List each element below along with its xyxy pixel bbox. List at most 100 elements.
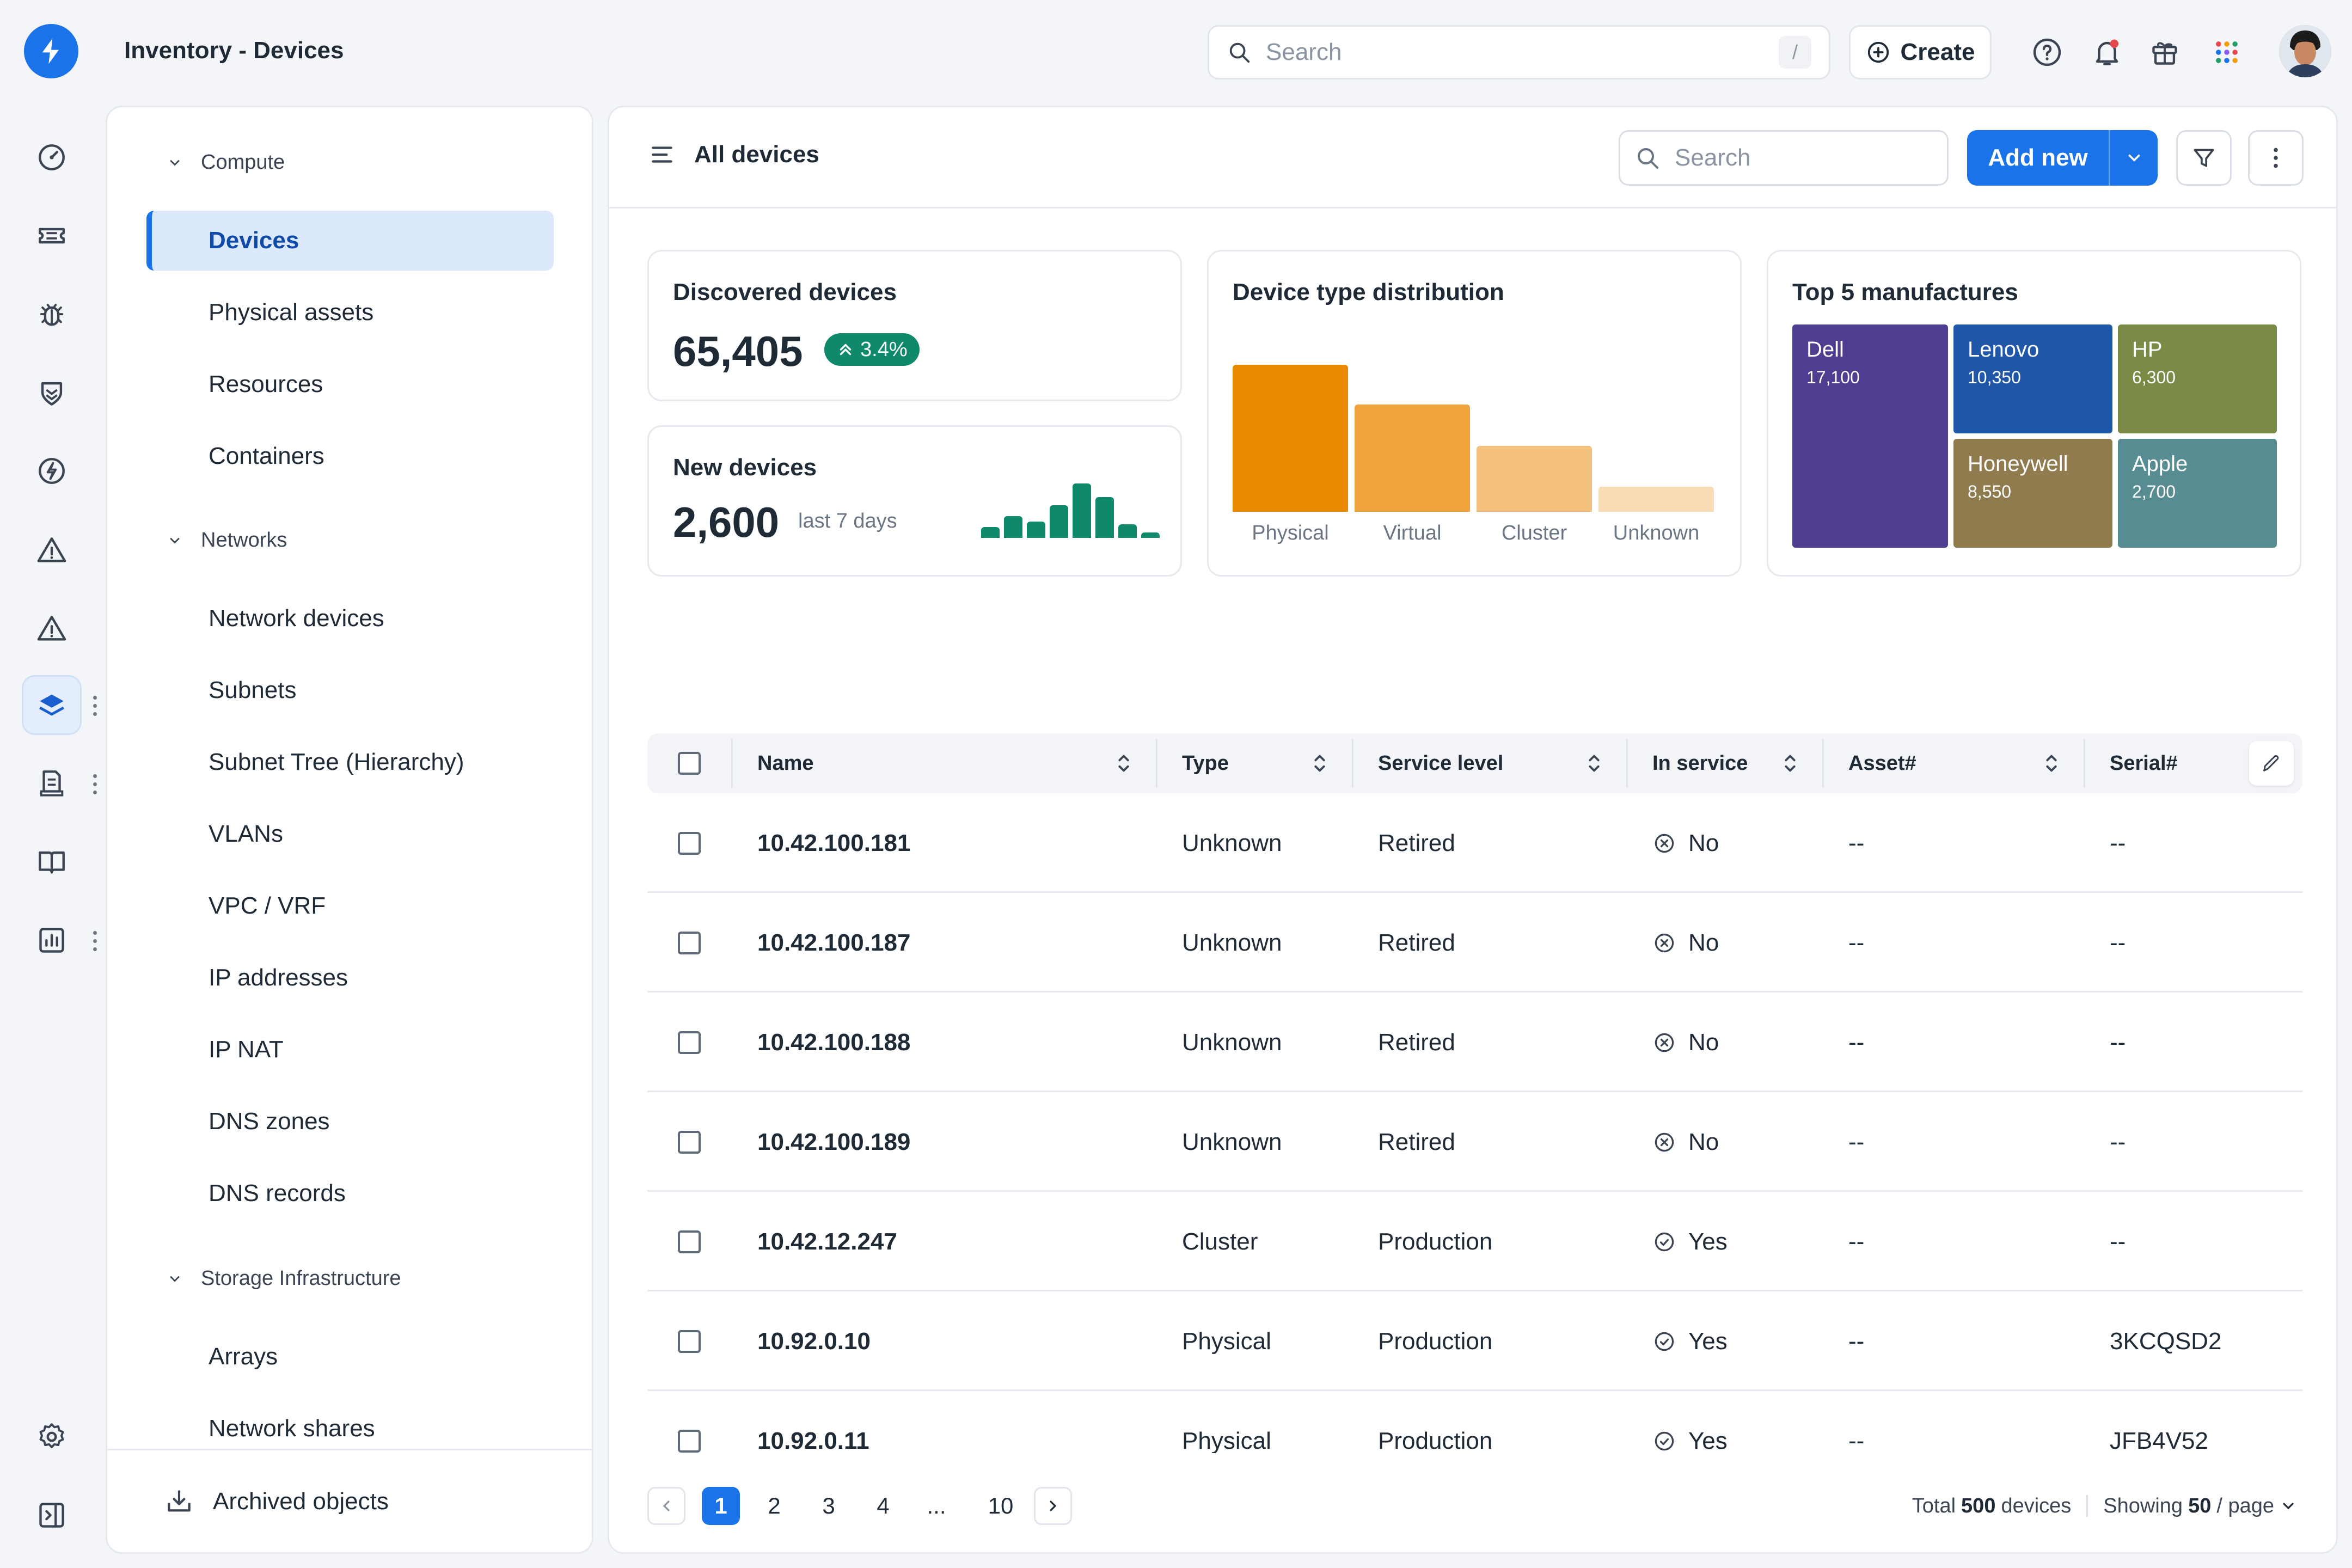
- nav-item-vpc-vrf[interactable]: VPC / VRF: [209, 892, 326, 919]
- column-header-asset[interactable]: Asset#: [1848, 751, 1916, 775]
- bar-cluster[interactable]: [1477, 445, 1592, 512]
- add-new-dropdown-toggle[interactable]: [2109, 130, 2158, 186]
- treemap-tile-dell[interactable]: Dell 17,100: [1792, 324, 1948, 548]
- more-actions-button[interactable]: [2248, 130, 2304, 186]
- page-size-selector[interactable]: Showing 50 / page: [2103, 1494, 2297, 1518]
- page-4-button[interactable]: 4: [877, 1493, 890, 1518]
- inventory-layers-icon[interactable]: [22, 675, 82, 735]
- page-10-button[interactable]: 10: [988, 1493, 1014, 1518]
- column-header-type[interactable]: Type: [1182, 751, 1229, 775]
- apps-grid-icon[interactable]: [2207, 33, 2246, 72]
- table-search-input[interactable]: Search: [1619, 130, 1949, 186]
- changes-icon[interactable]: [22, 441, 82, 501]
- device-name-link[interactable]: 10.92.0.10: [757, 1327, 871, 1355]
- archived-objects-link[interactable]: Archived objects: [107, 1449, 592, 1552]
- sort-icon[interactable]: [1582, 750, 1607, 777]
- knowledge-book-icon[interactable]: [22, 832, 82, 892]
- nav-item-network-shares[interactable]: Network shares: [209, 1415, 375, 1442]
- nav-item-vlans[interactable]: VLANs: [209, 820, 283, 847]
- page-title: Inventory - Devices: [124, 37, 344, 64]
- nav-item-arrays[interactable]: Arrays: [209, 1343, 278, 1370]
- treemap-tile-lenovo[interactable]: Lenovo 10,350: [1953, 324, 2112, 433]
- reports-doc-icon[interactable]: [22, 754, 82, 813]
- row-checkbox[interactable]: [678, 1291, 701, 1391]
- page-1-button[interactable]: 1: [702, 1487, 740, 1525]
- more-options-icon[interactable]: [88, 768, 101, 800]
- table-row[interactable]: 10.42.100.189 Unknown Retired No -- --: [647, 1092, 2302, 1192]
- column-header-serial[interactable]: Serial#: [2110, 751, 2178, 775]
- nav-item-dns-records[interactable]: DNS records: [209, 1180, 346, 1206]
- nav-group-networks[interactable]: Networks: [167, 529, 287, 552]
- sort-icon[interactable]: [1307, 750, 1332, 777]
- nav-item-subnets[interactable]: Subnets: [209, 677, 297, 703]
- treemap-tile-hp[interactable]: HP 6,300: [2118, 324, 2277, 433]
- nav-item-resources[interactable]: Resources: [209, 371, 323, 397]
- nav-item-network-devices[interactable]: Network devices: [209, 605, 384, 632]
- device-name-link[interactable]: 10.42.100.181: [757, 829, 911, 856]
- filter-button[interactable]: [2176, 130, 2232, 186]
- warning-icon[interactable]: [22, 599, 82, 659]
- nav-group-storage[interactable]: Storage Infrastructure: [167, 1267, 401, 1290]
- dashboard-icon[interactable]: [22, 127, 82, 187]
- column-header-in-service[interactable]: In service: [1652, 751, 1748, 775]
- nav-item-physical-assets[interactable]: Physical assets: [209, 299, 374, 326]
- row-checkbox[interactable]: [678, 993, 701, 1092]
- row-checkbox[interactable]: [678, 893, 701, 993]
- edit-columns-button[interactable]: [2249, 741, 2294, 786]
- row-checkbox[interactable]: [678, 1391, 701, 1491]
- treemap-tile-honeywell[interactable]: Honeywell 8,550: [1953, 439, 2112, 548]
- device-name-link[interactable]: 10.42.100.188: [757, 1028, 911, 1056]
- table-row[interactable]: 10.92.0.10 Physical Production Yes -- 3KCQSD2: [647, 1291, 2302, 1391]
- nav-item-ip-addresses[interactable]: IP addresses: [209, 964, 348, 991]
- bar-physical[interactable]: [1233, 365, 1348, 512]
- next-page-button[interactable]: [1034, 1487, 1072, 1525]
- column-header-name[interactable]: Name: [757, 751, 814, 775]
- select-all-checkbox[interactable]: [678, 733, 701, 793]
- analytics-chart-icon[interactable]: [22, 910, 82, 970]
- row-checkbox[interactable]: [678, 793, 701, 893]
- device-name-link[interactable]: 10.42.12.247: [757, 1228, 897, 1255]
- sort-icon[interactable]: [1111, 750, 1136, 777]
- alert-icon[interactable]: [22, 520, 82, 580]
- prev-page-button[interactable]: [647, 1487, 685, 1525]
- nav-item-ip-nat[interactable]: IP NAT: [209, 1036, 284, 1063]
- page-3-button[interactable]: 3: [822, 1493, 835, 1518]
- bar-unknown[interactable]: [1598, 487, 1714, 512]
- table-row[interactable]: 10.42.100.188 Unknown Retired No -- --: [647, 993, 2302, 1092]
- nav-item-subnet-tree[interactable]: Subnet Tree (Hierarchy): [209, 749, 464, 775]
- sort-icon[interactable]: [1778, 750, 1803, 777]
- add-new-button[interactable]: Add new: [1967, 130, 2158, 186]
- ticket-icon[interactable]: [22, 206, 82, 266]
- nav-item-devices[interactable]: Devices: [146, 211, 554, 271]
- bug-icon[interactable]: [22, 284, 82, 344]
- row-checkbox[interactable]: [678, 1092, 701, 1192]
- nav-group-compute[interactable]: Compute: [167, 151, 285, 174]
- table-row[interactable]: 10.42.12.247 Cluster Production Yes -- --: [647, 1192, 2302, 1291]
- gift-icon[interactable]: [2145, 33, 2184, 72]
- create-button[interactable]: Create: [1849, 25, 1992, 79]
- app-logo[interactable]: [24, 24, 78, 78]
- shield-icon[interactable]: [22, 363, 82, 422]
- bar-virtual[interactable]: [1355, 404, 1470, 512]
- nav-item-containers[interactable]: Containers: [209, 443, 324, 469]
- table-row[interactable]: 10.42.100.181 Unknown Retired No -- --: [647, 793, 2302, 893]
- more-options-icon[interactable]: [88, 924, 101, 957]
- settings-gear-icon[interactable]: [22, 1407, 82, 1467]
- global-search-input[interactable]: Search /: [1208, 25, 1830, 79]
- nav-item-dns-zones[interactable]: DNS zones: [209, 1108, 330, 1135]
- sort-icon[interactable]: [2039, 750, 2064, 777]
- page-2-button[interactable]: 2: [768, 1493, 781, 1518]
- column-header-service-level[interactable]: Service level: [1378, 751, 1504, 775]
- device-name-link[interactable]: 10.42.100.187: [757, 929, 911, 956]
- collapse-sidebar-icon[interactable]: [22, 1485, 82, 1545]
- device-name-link[interactable]: 10.92.0.11: [757, 1427, 869, 1454]
- device-name-link[interactable]: 10.42.100.189: [757, 1128, 911, 1155]
- more-options-icon[interactable]: [88, 689, 101, 722]
- help-icon[interactable]: [2028, 33, 2067, 72]
- notification-bell-icon[interactable]: [2087, 33, 2127, 72]
- row-checkbox[interactable]: [678, 1192, 701, 1291]
- all-devices-view-selector[interactable]: All devices: [648, 141, 819, 168]
- treemap-tile-apple[interactable]: Apple 2,700: [2118, 439, 2277, 548]
- table-row[interactable]: 10.42.100.187 Unknown Retired No -- --: [647, 893, 2302, 993]
- user-avatar[interactable]: [2279, 25, 2331, 77]
